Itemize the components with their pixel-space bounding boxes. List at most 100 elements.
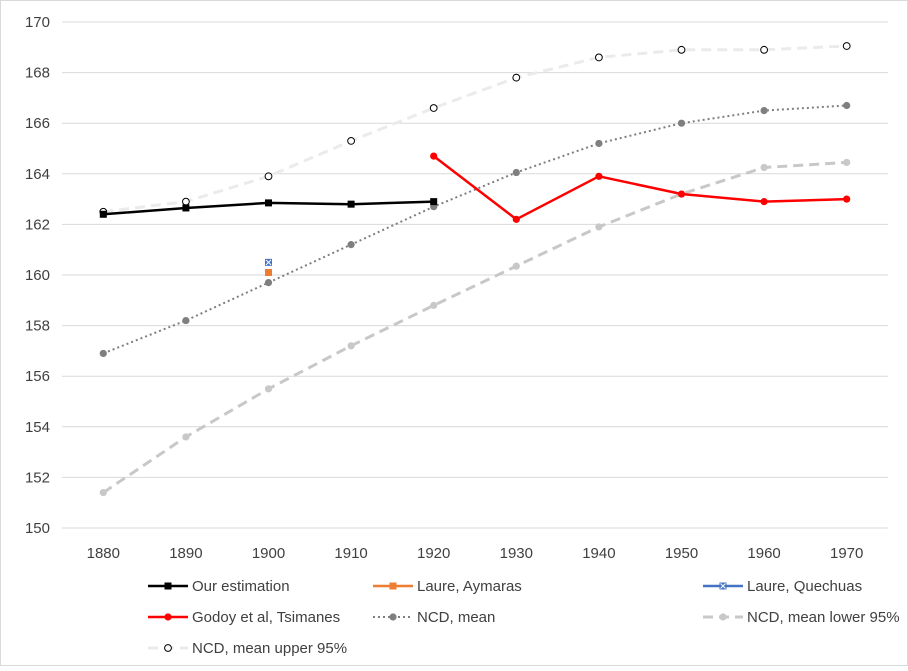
series-line-ncd-mean-lower-95 bbox=[102, 160, 847, 494]
x-tick-label: 1910 bbox=[334, 545, 367, 562]
legend-label: NCD, mean bbox=[417, 609, 495, 626]
y-tick-label: 168 bbox=[25, 65, 50, 82]
data-point-godoy-et-al-tsimanes bbox=[677, 190, 686, 198]
series-laure-aymaras bbox=[265, 268, 272, 276]
legend-label: Godoy et al, Tsimanes bbox=[192, 609, 340, 626]
data-point-godoy-et-al-tsimanes bbox=[760, 198, 768, 206]
x-tick-label: 1900 bbox=[252, 545, 285, 562]
series-our-estimation bbox=[99, 198, 438, 218]
data-point-ncd-mean bbox=[182, 316, 190, 325]
legend-swatch-marker bbox=[164, 613, 172, 621]
legend: Our estimation Laure, Aymaras Laure, Quech… bbox=[148, 578, 900, 657]
data-point-godoy-et-al-tsimanes bbox=[512, 215, 520, 223]
data-point-ncd-mean-lower-95 bbox=[182, 433, 190, 441]
series-line-ncd-mean-upper-95 bbox=[103, 44, 847, 214]
legend-item-ncd-mean-upper-95: NCD, mean upper 95% bbox=[148, 640, 347, 657]
data-point-ncd-mean-upper-95 bbox=[760, 45, 768, 54]
legend-item-laure-aymaras: Laure, Aymaras bbox=[373, 578, 522, 595]
legend-swatch-marker bbox=[389, 613, 397, 621]
data-point-ncd-mean bbox=[677, 119, 686, 127]
grid-layer bbox=[62, 21, 888, 529]
data-point-ncd-mean bbox=[99, 349, 107, 358]
x-tick-label: 1920 bbox=[417, 545, 450, 562]
series-layer bbox=[99, 42, 851, 497]
data-point-laure-quechuas-cross bbox=[265, 259, 272, 266]
data-point-our-estimation bbox=[182, 204, 190, 212]
data-point-ncd-mean-upper-95 bbox=[842, 42, 851, 50]
legend-item-ncd-mean: NCD, mean bbox=[373, 609, 495, 626]
data-point-godoy-et-al-tsimanes bbox=[430, 152, 438, 160]
data-point-ncd-mean-upper-95 bbox=[264, 172, 273, 181]
data-point-our-estimation bbox=[99, 210, 107, 218]
data-point-ncd-mean bbox=[843, 101, 851, 110]
series-ncd-mean-upper-95 bbox=[99, 42, 851, 216]
x-tick-label: 1970 bbox=[830, 545, 863, 562]
series-godoy-et-al-tsimanes bbox=[430, 152, 851, 223]
legend-swatch-marker bbox=[389, 582, 397, 590]
legend-label: Our estimation bbox=[192, 578, 290, 595]
y-tick-label: 160 bbox=[25, 267, 50, 284]
legend-item-our-estimation: Our estimation bbox=[148, 578, 290, 595]
legend-item-ncd-mean-lower-95: NCD, mean lower 95% bbox=[703, 609, 900, 626]
y-tick-label: 158 bbox=[25, 318, 50, 335]
y-axis: 150 152 154 156 158 160 162 164 166 168 170 bbox=[25, 14, 50, 537]
data-point-our-estimation bbox=[430, 198, 438, 206]
legend-swatch-marker bbox=[164, 582, 172, 590]
legend-label: Laure, Aymaras bbox=[417, 578, 522, 595]
x-tick-label: 1960 bbox=[747, 545, 780, 562]
data-point-ncd-mean-lower-95 bbox=[99, 488, 107, 497]
legend-label: Laure, Quechuas bbox=[747, 578, 862, 595]
data-point-ncd-mean-lower-95 bbox=[430, 301, 438, 309]
data-point-our-estimation bbox=[347, 200, 355, 208]
data-point-godoy-et-al-tsimanes bbox=[595, 172, 603, 180]
legend-item-laure-quechuas: Laure, Quechuas bbox=[703, 578, 862, 595]
x-axis: 1880 1890 1900 1910 1920 1930 1940 1950 1960 1970 bbox=[87, 545, 864, 562]
data-point-ncd-mean-lower-95 bbox=[512, 262, 520, 270]
data-point-ncd-mean-lower-95 bbox=[347, 342, 355, 350]
x-tick-label: 1880 bbox=[87, 545, 120, 562]
legend-swatch-marker bbox=[719, 613, 727, 621]
y-tick-label: 170 bbox=[25, 14, 50, 31]
series-line-ncd-mean bbox=[102, 104, 847, 355]
series-ncd-mean bbox=[99, 101, 851, 358]
data-point-ncd-mean-lower-95 bbox=[760, 163, 768, 172]
data-point-godoy-et-al-tsimanes bbox=[843, 195, 851, 203]
data-point-ncd-mean-upper-95 bbox=[512, 73, 521, 82]
data-point-ncd-mean-upper-95 bbox=[182, 197, 190, 206]
y-tick-label: 162 bbox=[25, 216, 50, 233]
y-tick-label: 154 bbox=[25, 419, 50, 436]
legend-swatch-marker-cross bbox=[720, 583, 726, 589]
series-line-godoy-et-al-tsimanes bbox=[432, 155, 847, 221]
series-laure-quechuas bbox=[265, 258, 272, 266]
x-tick-label: 1890 bbox=[169, 545, 202, 562]
data-point-ncd-mean bbox=[760, 106, 768, 115]
y-tick-label: 166 bbox=[25, 115, 50, 132]
x-tick-label: 1940 bbox=[582, 545, 615, 562]
legend-item-godoy-et-al-tsimanes: Godoy et al, Tsimanes bbox=[148, 609, 340, 626]
data-point-ncd-mean-lower-95 bbox=[264, 385, 273, 393]
legend-swatch-marker bbox=[164, 644, 172, 652]
data-point-ncd-mean-upper-95 bbox=[429, 104, 438, 112]
y-tick-label: 152 bbox=[25, 469, 50, 486]
data-point-laure-quechuas bbox=[265, 258, 272, 266]
legend-label: NCD, mean lower 95% bbox=[747, 609, 900, 626]
data-point-ncd-mean-upper-95 bbox=[595, 53, 603, 62]
data-point-ncd-mean bbox=[264, 278, 273, 287]
data-point-ncd-mean-upper-95 bbox=[347, 137, 356, 145]
legend-label: NCD, mean upper 95% bbox=[192, 640, 347, 657]
y-tick-label: 164 bbox=[25, 166, 50, 183]
data-point-ncd-mean bbox=[347, 241, 355, 249]
legend-swatch-marker bbox=[719, 582, 727, 590]
x-tick-label: 1950 bbox=[665, 545, 698, 562]
data-point-ncd-mean-lower-95 bbox=[595, 223, 603, 231]
y-tick-label: 156 bbox=[25, 368, 50, 385]
y-tick-label: 150 bbox=[25, 520, 50, 537]
data-point-ncd-mean bbox=[512, 168, 520, 177]
x-tick-label: 1930 bbox=[500, 545, 533, 562]
data-point-ncd-mean bbox=[595, 139, 603, 148]
data-point-our-estimation bbox=[265, 199, 272, 207]
data-point-ncd-mean-lower-95 bbox=[843, 158, 851, 167]
